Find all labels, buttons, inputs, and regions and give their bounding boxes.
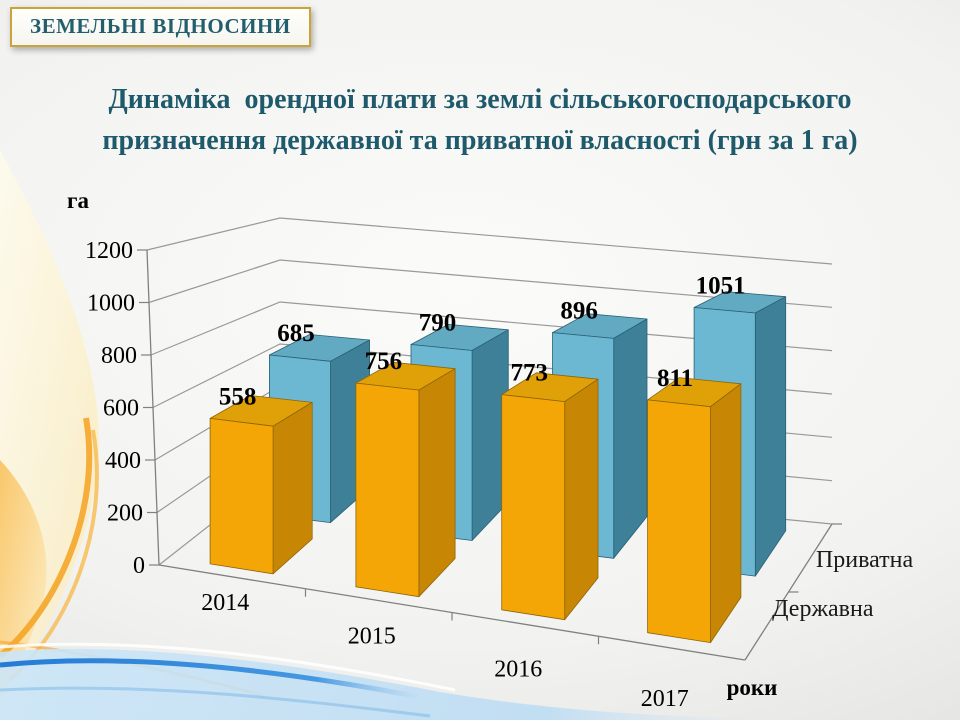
bar-Державна-2015 xyxy=(355,361,456,598)
value-axis-tick-label: 1000 xyxy=(87,291,135,317)
data-label: 756 xyxy=(365,348,403,375)
gridline-1000 xyxy=(148,259,833,308)
bar-side-face xyxy=(272,401,313,575)
bar-front-face xyxy=(355,382,420,598)
bar-side-face xyxy=(418,368,456,598)
value-axis-title: га xyxy=(67,188,89,213)
bar-front-face xyxy=(501,394,566,621)
bar-Державна-2016 xyxy=(501,372,599,621)
bar-side-face xyxy=(564,378,599,621)
series-label-back: Приватна xyxy=(816,547,914,573)
blue-wave-stroke-2 xyxy=(0,686,431,718)
value-axis-tick-label: 800 xyxy=(101,343,137,369)
section-badge: ЗЕМЕЛЬНІ ВІДНОСИНИ xyxy=(10,7,311,47)
category-label: 2017 xyxy=(641,686,689,712)
data-label: 811 xyxy=(657,365,693,392)
value-axis xyxy=(146,249,160,566)
blue-wave-stroke xyxy=(0,658,421,700)
gridline-800 xyxy=(150,301,833,356)
bar-side-face xyxy=(613,318,648,559)
value-axis-tick-label: 1200 xyxy=(85,238,133,264)
value-axis-tick-label: 600 xyxy=(103,396,139,422)
bar-side-face xyxy=(754,296,787,577)
slide-title-line-2: призначення державної та приватної власн… xyxy=(102,124,858,156)
slide-title: Динаміка орендної плати за землі сільськ… xyxy=(0,80,960,161)
bar-Державна-2014 xyxy=(209,395,313,575)
data-label: 773 xyxy=(510,360,548,387)
data-label: 558 xyxy=(219,383,257,410)
value-axis-tick-label: 0 xyxy=(133,553,145,579)
bar-front-face xyxy=(209,417,274,575)
category-label: 2015 xyxy=(348,624,396,650)
data-label: 685 xyxy=(277,320,315,347)
gridline-1200 xyxy=(146,217,833,265)
category-axis-title: роки xyxy=(727,675,778,700)
bar-front-face xyxy=(647,399,711,643)
value-axis-tick-label: 200 xyxy=(107,501,143,527)
gridline-600 xyxy=(152,343,833,409)
value-axis-tick-label: 400 xyxy=(105,448,141,474)
orange-curve-1 xyxy=(0,417,93,659)
slide-title-line-1: Динаміка орендної плати за землі сільськ… xyxy=(108,84,852,115)
category-label: 2016 xyxy=(494,656,542,682)
series-label-front: Державна xyxy=(772,596,874,622)
bar-Державна-2017 xyxy=(647,377,742,643)
data-label: 896 xyxy=(560,298,598,325)
data-label: 1051 xyxy=(696,273,746,300)
blue-wave-highlight xyxy=(0,642,456,692)
bar-side-face xyxy=(710,383,742,643)
category-label: 2014 xyxy=(201,590,249,616)
data-label: 790 xyxy=(419,309,457,336)
